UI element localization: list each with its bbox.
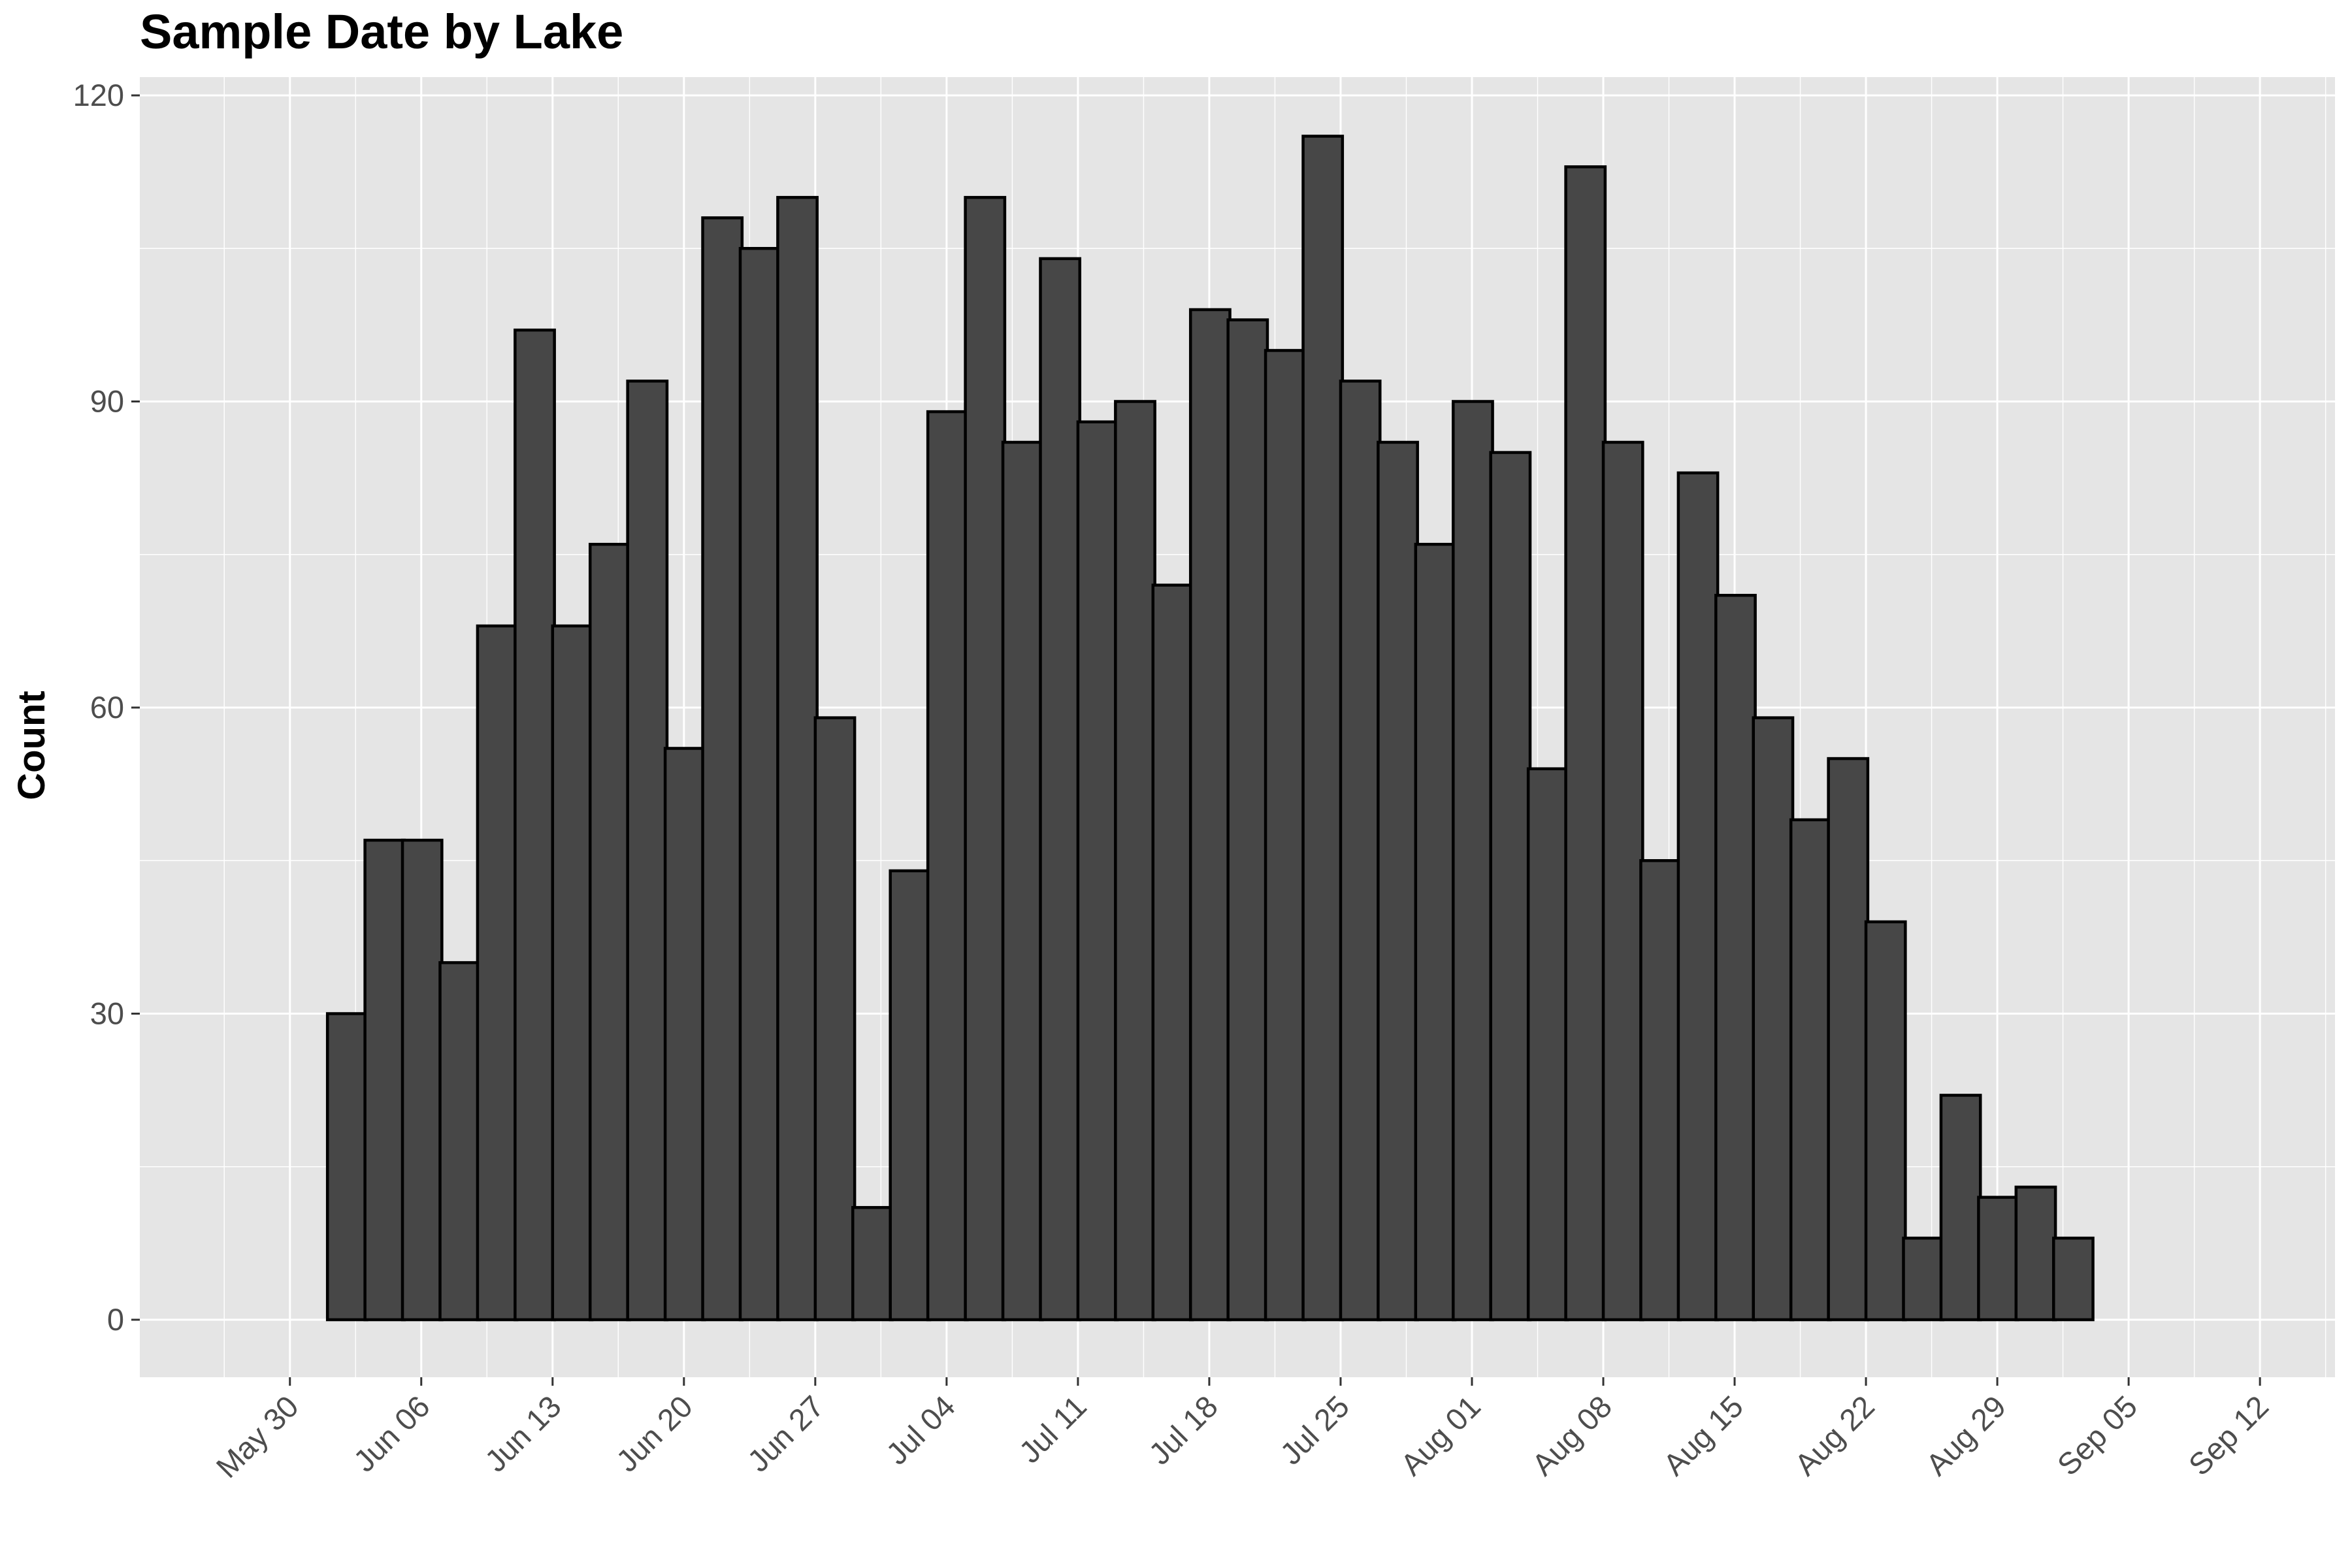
y-tick-label: 0 xyxy=(107,1302,124,1337)
histogram-bar xyxy=(363,838,406,1322)
histogram-bar xyxy=(626,380,669,1322)
histogram-bar xyxy=(1564,165,1607,1322)
x-tick-label: Aug 01 xyxy=(1394,1389,1487,1482)
histogram-bar xyxy=(1414,542,1457,1322)
histogram-bar xyxy=(1977,1196,2019,1322)
histogram-bar xyxy=(400,838,444,1322)
histogram-bar xyxy=(1452,400,1494,1322)
histogram-bar xyxy=(1601,440,1644,1322)
histogram-bar xyxy=(701,216,744,1322)
histogram-bar xyxy=(1226,318,1269,1322)
histogram-bar xyxy=(2051,1236,2095,1322)
x-tick-label: Sep 05 xyxy=(2050,1389,2144,1482)
x-tick-label: Aug 08 xyxy=(1525,1389,1618,1482)
histogram-bar xyxy=(1714,593,1757,1322)
histogram-bar xyxy=(663,747,706,1322)
x-tick-label: Sep 12 xyxy=(2181,1389,2275,1482)
y-tick-label: 60 xyxy=(90,690,124,725)
histogram-bar xyxy=(1377,440,1419,1322)
histogram-bar xyxy=(1789,818,1832,1322)
histogram-bar xyxy=(1676,471,1720,1322)
x-tick-label: May 30 xyxy=(209,1389,304,1484)
x-tick-label: Jun 13 xyxy=(478,1389,568,1478)
histogram-bar xyxy=(1526,767,1569,1322)
y-tick-label: 30 xyxy=(90,996,124,1031)
histogram-bar xyxy=(738,247,781,1322)
histogram-bar xyxy=(476,624,519,1322)
x-axis: May 30 Jun 06 Jun 13 Jun 20 Jun 27 Jul 04 Jul … xyxy=(209,1377,2275,1484)
histogram-bar xyxy=(1939,1094,1982,1322)
histogram-bar xyxy=(1489,451,1532,1322)
x-tick-label: Aug 15 xyxy=(1656,1389,1750,1482)
histogram-bar xyxy=(1001,440,1044,1322)
histogram-bar xyxy=(1339,380,1382,1322)
y-axis-title: Count xyxy=(10,691,53,800)
bars xyxy=(325,135,2095,1322)
x-tick-label: Jun 06 xyxy=(347,1389,436,1478)
histogram-bar xyxy=(1639,859,1682,1322)
histogram-bar xyxy=(588,542,631,1322)
histogram-bar xyxy=(1039,257,1082,1322)
x-tick-label: Aug 29 xyxy=(1919,1389,2012,1482)
histogram-bar xyxy=(813,716,857,1322)
histogram-bar xyxy=(1151,583,1194,1322)
histogram-bar xyxy=(1752,716,1795,1322)
y-tick-label: 120 xyxy=(73,78,124,112)
y-tick-label: 90 xyxy=(90,384,124,419)
histogram-bar xyxy=(964,195,1007,1322)
histogram-bar xyxy=(325,1012,368,1322)
x-tick-label: Jul 18 xyxy=(1142,1389,1224,1471)
histogram-bar xyxy=(2014,1185,2057,1322)
x-tick-label: Jul 25 xyxy=(1273,1389,1356,1471)
x-tick-label: Jun 20 xyxy=(610,1389,699,1478)
chart-title: Sample Date by Lake xyxy=(140,5,624,59)
histogram-bar xyxy=(514,328,556,1322)
y-axis: 0 30 60 90 120 xyxy=(73,78,140,1337)
histogram-bar xyxy=(1864,920,1907,1322)
histogram-bar xyxy=(1301,135,1345,1322)
histogram-bar xyxy=(1114,400,1156,1322)
histogram-bar xyxy=(1264,349,1307,1322)
histogram-bar xyxy=(1827,757,1870,1322)
histogram-bar xyxy=(776,195,819,1322)
histogram-bar xyxy=(889,869,932,1322)
histogram-bar xyxy=(438,961,482,1322)
histogram-bar xyxy=(851,1205,894,1322)
x-tick-label: Jul 04 xyxy=(879,1389,962,1471)
histogram-bar xyxy=(1076,420,1119,1322)
histogram-bar xyxy=(1902,1236,1945,1322)
histogram-bar xyxy=(551,624,594,1322)
x-tick-label: Aug 22 xyxy=(1788,1389,1881,1482)
histogram-bar xyxy=(926,410,969,1322)
x-tick-label: Jul 11 xyxy=(1012,1389,1093,1470)
histogram-bar xyxy=(1188,308,1232,1322)
x-tick-label: Jun 27 xyxy=(741,1389,830,1478)
